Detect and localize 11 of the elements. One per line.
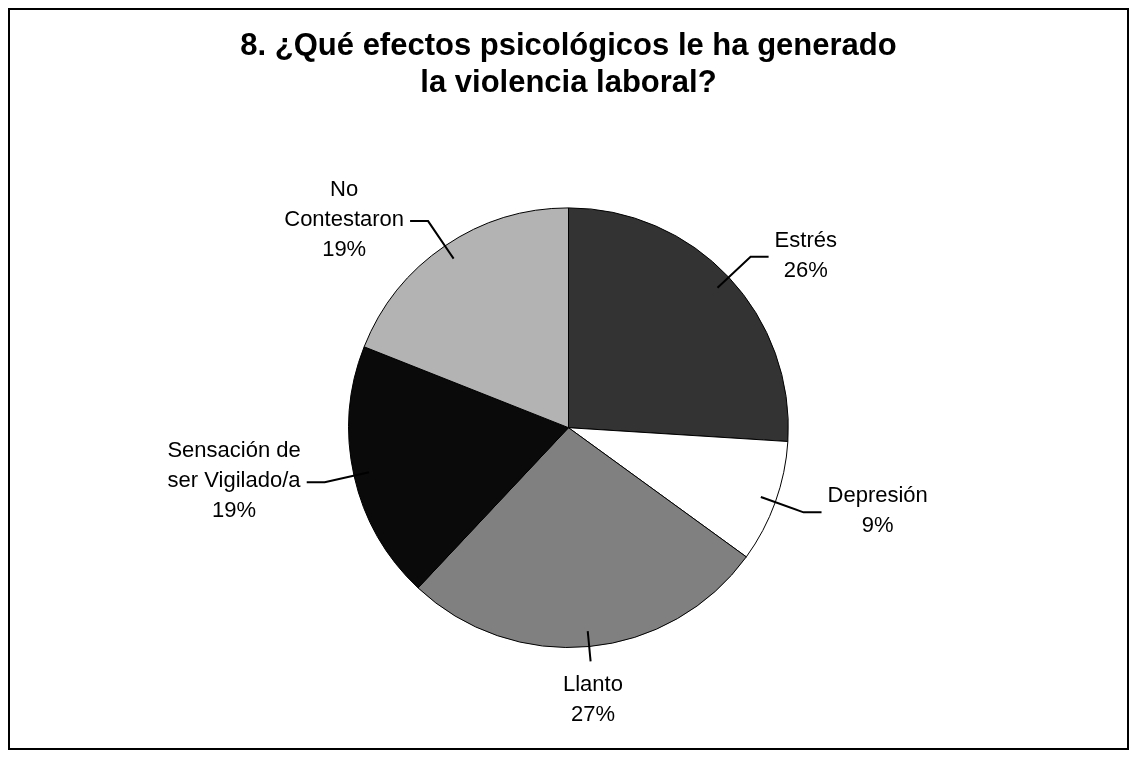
slice-label: Depresión	[827, 482, 928, 508]
data-label: 19%	[212, 497, 257, 523]
data-label: 9%	[861, 512, 894, 538]
slice-label: Llanto	[562, 671, 623, 697]
slice-label: Estrés	[774, 226, 837, 252]
data-label: 27%	[570, 701, 615, 727]
chart-title: 8. ¿Qué efectos psicológicos le ha generado la violencia laboral?	[240, 27, 897, 100]
slice-label: No Contestaron	[284, 176, 405, 232]
data-label: 19%	[322, 236, 367, 262]
data-label: 26%	[783, 256, 828, 282]
slice-label: Sensación de ser Vigilado/a	[167, 437, 302, 493]
